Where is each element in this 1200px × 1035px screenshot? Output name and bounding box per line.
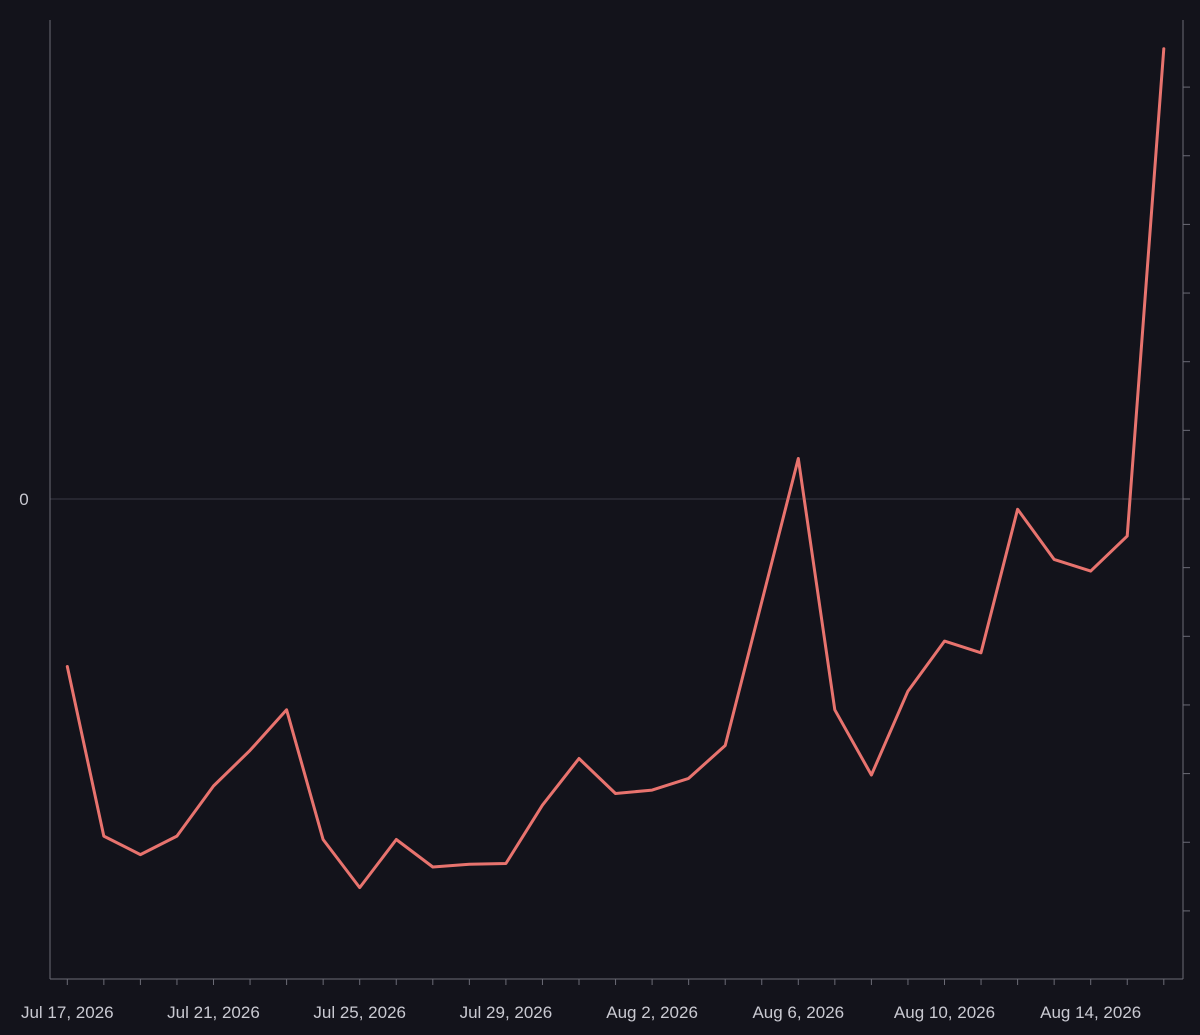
- x-tick-label: Jul 21, 2026: [167, 1003, 260, 1022]
- x-tick-label: Jul 25, 2026: [313, 1003, 406, 1022]
- x-tick-label: Aug 10, 2026: [894, 1003, 995, 1022]
- series-line-0: [65, 47, 1166, 890]
- right-axis-ticks: [1183, 86, 1190, 912]
- y-tick-label-0: 0: [19, 490, 28, 509]
- x-axis-tick-labels: Jul 17, 2026 Jul 21, 2026 Jul 25, 2026 Jul …: [21, 1003, 1141, 1022]
- x-tick-label: Aug 2, 2026: [606, 1003, 698, 1022]
- series-layer: [65, 47, 1166, 890]
- x-tick-label: Jul 29, 2026: [460, 1003, 553, 1022]
- x-tick-label: Aug 6, 2026: [752, 1003, 844, 1022]
- x-tick-label: Jul 17, 2026: [21, 1003, 114, 1022]
- x-axis-ticks: [66, 979, 1165, 985]
- x-tick-label: Aug 14, 2026: [1040, 1003, 1141, 1022]
